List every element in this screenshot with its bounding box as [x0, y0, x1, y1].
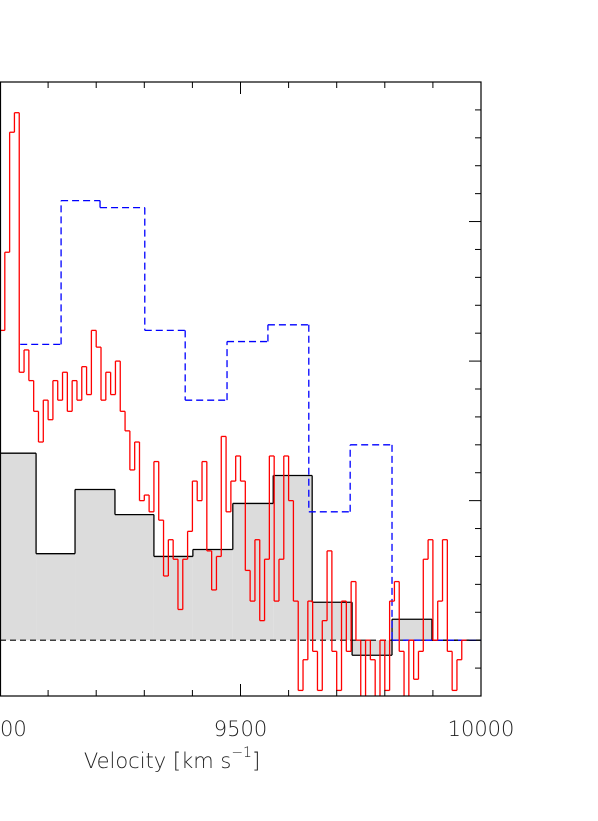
- x-label-end: ]: [252, 749, 260, 773]
- bar-fill: [232, 503, 274, 641]
- plot-area: [0, 112, 481, 696]
- bar-fill: [273, 475, 313, 641]
- x-tick-label: 10000: [448, 717, 515, 741]
- bar-fill: [392, 619, 432, 641]
- x-tick-label: 9000: [0, 717, 27, 741]
- x-label-sup: −1: [231, 745, 252, 761]
- bar-fill: [192, 549, 233, 641]
- axes: 9000 9500 10000: [0, 81, 515, 741]
- bar-fill: [114, 514, 154, 641]
- x-axis-label: Velocity [km s−1]: [84, 745, 260, 773]
- bar-fill: [153, 556, 193, 641]
- bar-fill: [352, 640, 393, 656]
- x-label-text: Velocity [km s: [84, 749, 231, 773]
- bar-fill: [36, 553, 76, 641]
- bar-fill: [0, 453, 37, 641]
- bar-fill: [75, 489, 115, 641]
- x-tick-label: 9500: [214, 717, 267, 741]
